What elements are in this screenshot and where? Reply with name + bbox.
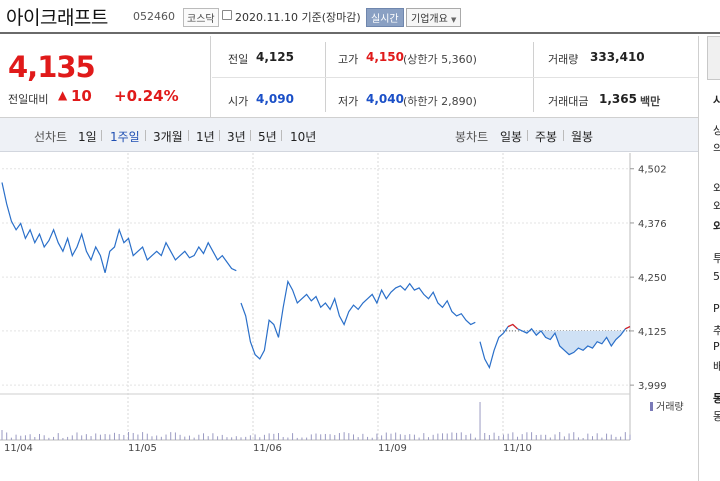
divider: [250, 130, 251, 141]
sidebar-text: 의: [713, 140, 720, 156]
change-value: 10: [71, 87, 92, 105]
volume-legend: 거래량: [656, 401, 684, 413]
sidebar-text: P: [713, 340, 720, 353]
date-axis: 11/04 11/05 11/06 11/09 11/10: [0, 443, 698, 459]
sidebar-text: 동: [713, 390, 720, 406]
stock-code: 052460: [133, 10, 175, 23]
candle-monthly[interactable]: 월봉: [571, 130, 594, 144]
divider: [188, 130, 189, 141]
basis-date: 2020.11.10 기준(장마감): [235, 11, 361, 24]
prev-close-value: 4,125: [256, 50, 294, 64]
sidebar-text: 5(: [713, 270, 720, 283]
sidebar-text: 동: [713, 408, 720, 424]
period-10y[interactable]: 10년: [290, 130, 317, 144]
x-tick-label: 11/04: [4, 443, 33, 454]
lower-limit: (하한가 2,890): [403, 95, 477, 108]
stock-name[interactable]: 아이크래프트: [6, 7, 108, 29]
high-value: 4,150: [366, 50, 404, 64]
market-badge: 코스닥: [183, 8, 219, 27]
realtime-button[interactable]: 실시간: [366, 8, 404, 27]
period-1w[interactable]: 1주일: [110, 130, 140, 144]
change-percent: +0.24%: [114, 87, 179, 105]
period-1y[interactable]: 1년: [196, 130, 215, 144]
x-tick-label: 11/05: [128, 443, 157, 454]
period-1d[interactable]: 1일: [78, 130, 97, 144]
open-label: 시가: [228, 95, 249, 108]
x-tick-label: 11/10: [503, 443, 532, 454]
sidebar-text: 배: [713, 358, 720, 374]
divider: [281, 130, 282, 141]
volume-legend-swatch: [650, 402, 653, 411]
candle-chart-label: 봉차트: [455, 130, 489, 144]
low-value: 4,040: [366, 92, 404, 106]
amount-label: 거래대금: [548, 95, 589, 108]
high-label: 고가: [338, 53, 359, 66]
sidebar-text: 외: [713, 198, 720, 214]
amount-value: 1,365: [599, 92, 637, 106]
change-label: 전일대비: [8, 93, 49, 106]
candle-weekly[interactable]: 주봉: [535, 130, 558, 144]
sidebar-text: 투: [713, 250, 720, 266]
stock-header: 아이크래프트 052460 코스닥 2020.11.10 기준(장마감) 실시간…: [0, 0, 720, 34]
divider: [212, 77, 698, 78]
sidebar-text: 추: [713, 322, 720, 338]
prev-close-label: 전일: [228, 53, 249, 66]
x-tick-label: 11/06: [253, 443, 282, 454]
x-tick-label: 11/09: [378, 443, 407, 454]
y-tick-label: 4,376: [638, 219, 667, 230]
open-value: 4,090: [256, 92, 294, 106]
company-overview-button[interactable]: 기업개요 ▼: [406, 8, 462, 27]
period-3y[interactable]: 3년: [227, 130, 246, 144]
sidebar-text: 외: [713, 218, 720, 234]
right-sidebar: 시상의외외외투5(P추P배동동: [698, 36, 720, 481]
below-reference-fill: [508, 330, 630, 355]
scrollbar-thumb[interactable]: [707, 36, 720, 80]
volume-label: 거래량: [548, 53, 579, 66]
low-label: 저가: [338, 95, 359, 108]
price-summary: 4,135 전일대비 ▲ 10 +0.24% 전일 4,125 고가 4,150…: [0, 36, 698, 118]
sidebar-text: 시: [713, 92, 720, 108]
divider: [101, 130, 102, 141]
current-price: 4,135: [8, 50, 96, 84]
chart-toolbar: 선차트 1일 1주일 3개월 1년 3년 5년 10년 봉차트 일봉 주봉 월봉: [0, 118, 698, 152]
candle-daily[interactable]: 일봉: [500, 130, 523, 144]
sidebar-text: 상: [713, 122, 720, 138]
divider: [210, 36, 211, 118]
divider: [563, 130, 564, 141]
price-line-segment: [1, 182, 237, 273]
period-3m[interactable]: 3개월: [153, 130, 183, 144]
y-tick-label: 4,250: [638, 273, 667, 284]
sidebar-text: 외: [713, 180, 720, 196]
above-reference-line: [507, 323, 631, 330]
y-tick-label: 3,999: [638, 381, 667, 392]
amount-unit: 백만: [640, 95, 661, 108]
price-chart[interactable]: 4,502 4,376 4,250 4,125 3,999 거래량: [0, 153, 698, 453]
divider: [145, 130, 146, 141]
up-arrow-icon: ▲: [58, 88, 68, 102]
divider: [219, 130, 220, 141]
chevron-down-icon: ▼: [451, 16, 457, 24]
volume-value: 333,410: [590, 50, 645, 64]
line-chart-label: 선차트: [34, 130, 68, 144]
price-line-segment: [240, 279, 476, 360]
clock-icon: [222, 10, 232, 20]
period-5y[interactable]: 5년: [258, 130, 277, 144]
upper-limit: (상한가 5,360): [403, 53, 477, 66]
sidebar-text: P: [713, 302, 720, 315]
divider: [527, 130, 528, 141]
y-tick-label: 4,125: [638, 327, 667, 338]
price-line-segment: [479, 323, 631, 370]
y-tick-label: 4,502: [638, 165, 667, 176]
